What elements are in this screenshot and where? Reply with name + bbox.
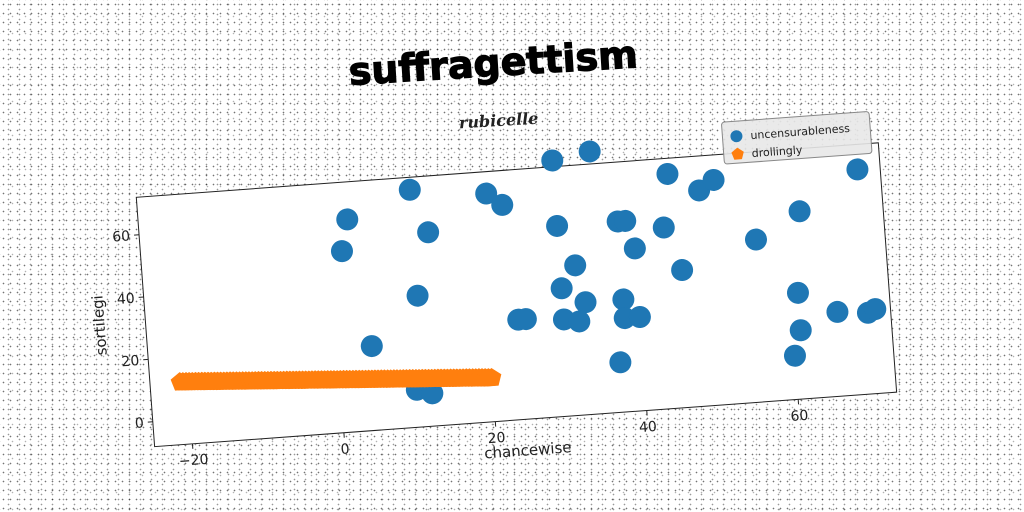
scatter-point — [628, 305, 651, 328]
scatter-point — [330, 240, 353, 263]
chart-subtitle: rubicelle — [458, 109, 539, 133]
y-tick-label: 60 — [112, 228, 131, 245]
x-tick-label: 20 — [487, 430, 506, 447]
scatter-point — [612, 288, 635, 311]
x-tick-label: −20 — [178, 452, 209, 470]
scatter-point — [514, 308, 537, 331]
scatter-point — [744, 228, 767, 251]
scatter-point — [614, 209, 637, 232]
scatter-point — [475, 182, 498, 205]
scatter-point — [578, 140, 601, 163]
scatter-point — [417, 221, 440, 244]
x-tick-label: 0 — [340, 441, 350, 458]
legend-box — [721, 111, 873, 165]
scatter-point — [826, 300, 849, 323]
scatter-point — [623, 237, 646, 260]
scatter-point — [491, 193, 514, 216]
plot-frame — [135, 142, 898, 448]
scatter-point — [421, 382, 444, 405]
scatter-point — [398, 178, 421, 201]
scatter-point — [336, 208, 359, 231]
scatter-point — [652, 216, 675, 239]
y-tick-label: 40 — [116, 291, 135, 308]
chart-title: suffragettism — [347, 32, 639, 94]
x-tick-label: 40 — [639, 419, 658, 436]
legend-label: drollingly — [751, 143, 803, 160]
scatter-point — [406, 284, 429, 307]
scatter-point — [482, 368, 502, 387]
series-drollingly — [170, 368, 502, 391]
scatter-point — [609, 351, 632, 374]
scatter-point — [786, 281, 809, 304]
y-tick-label: 0 — [134, 415, 144, 432]
x-tick-label: 60 — [790, 408, 809, 425]
y-axis-label: sortilegi — [88, 295, 110, 356]
legend-marker — [731, 147, 744, 160]
scatter-point — [546, 214, 569, 237]
scatter-point — [702, 168, 725, 191]
legend-marker — [730, 130, 743, 143]
chart-marks — [170, 140, 887, 405]
scatter-point — [564, 254, 587, 277]
scatter-point — [360, 335, 383, 358]
scatter-point — [846, 158, 869, 181]
scatter-point — [789, 319, 812, 342]
scatter-point — [574, 291, 597, 314]
scatter-point — [864, 298, 887, 321]
scatter-point — [671, 259, 694, 282]
y-tick-label: 20 — [121, 353, 140, 370]
scatter-point — [568, 310, 591, 333]
scatter-point — [783, 344, 806, 367]
scatter-point — [656, 162, 679, 185]
series-uncensurableness — [330, 140, 887, 405]
scatter-point — [541, 149, 564, 172]
scatter-point — [550, 277, 573, 300]
scatter-point — [788, 200, 811, 223]
axis-ticks: −20 0 20 40 60 0 20 40 60 — [112, 228, 809, 470]
